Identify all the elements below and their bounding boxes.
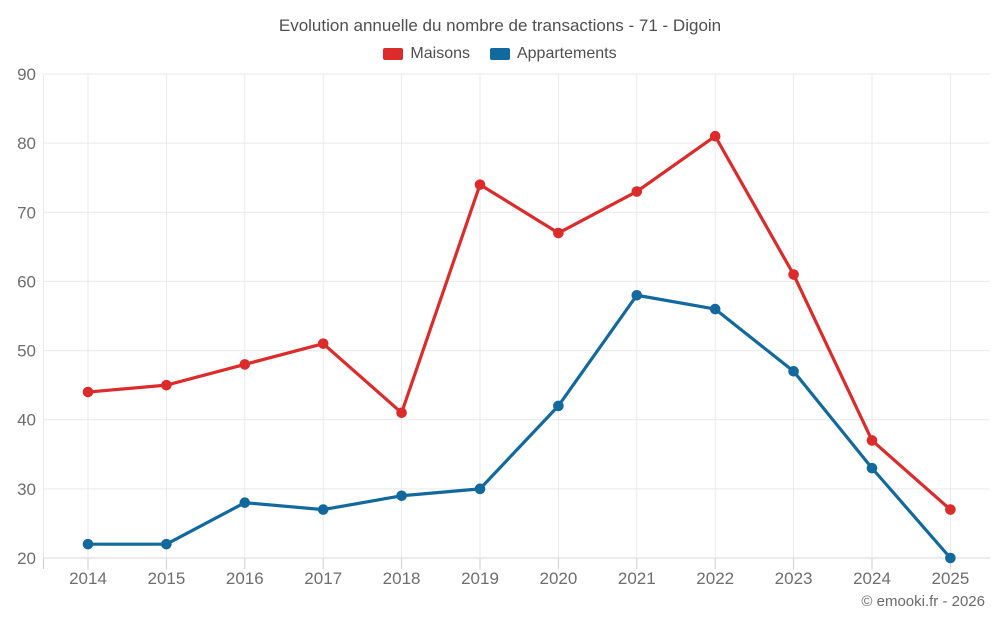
- y-tick-label: 70: [17, 203, 36, 222]
- y-tick-label: 80: [17, 134, 36, 153]
- copyright: © emooki.fr - 2026: [861, 593, 985, 610]
- appartements-point-2021[interactable]: [631, 289, 643, 301]
- y-tick-label: 60: [17, 272, 36, 291]
- x-tick-label: 2023: [775, 569, 813, 588]
- appartements-point-2017[interactable]: [317, 504, 329, 515]
- y-tick-label: 20: [17, 549, 36, 568]
- legend-label-maisons: Maisons: [410, 45, 470, 62]
- maisons-point-2014[interactable]: [82, 386, 94, 398]
- maisons-point-2023[interactable]: [788, 269, 799, 280]
- legend: Maisons Appartements: [0, 45, 1000, 63]
- maisons-point-2016[interactable]: [239, 359, 251, 370]
- x-tick-label: 2019: [461, 569, 499, 588]
- maisons-point-2025[interactable]: [945, 504, 956, 515]
- x-tick-label: 2025: [931, 569, 969, 588]
- appartements-point-2015[interactable]: [161, 538, 172, 550]
- appartements-point-2019[interactable]: [474, 483, 486, 495]
- y-tick-label: 90: [17, 65, 36, 84]
- y-tick-label: 30: [17, 480, 36, 499]
- maisons-point-2020[interactable]: [553, 227, 564, 239]
- maisons-point-2018[interactable]: [396, 407, 407, 419]
- appartements-line: [86, 293, 953, 560]
- appartements-point-2023[interactable]: [788, 366, 799, 377]
- x-tick-label: 2016: [226, 569, 264, 588]
- maisons-point-2015[interactable]: [161, 379, 172, 391]
- appartements-point-2016[interactable]: [239, 497, 251, 508]
- legend-item-maisons[interactable]: Maisons: [383, 45, 470, 63]
- maisons-point-2021[interactable]: [631, 186, 643, 197]
- maisons-point-2024[interactable]: [866, 435, 878, 446]
- x-tick-label: 2018: [383, 569, 421, 588]
- appartements-point-2022[interactable]: [709, 303, 721, 315]
- x-tick-label: 2021: [618, 569, 656, 588]
- maisons-line: [86, 134, 953, 512]
- appartements-point-2024[interactable]: [866, 462, 878, 474]
- x-tick-label: 2014: [69, 569, 107, 588]
- x-tick-label: 2017: [304, 569, 342, 588]
- maisons-point-2022[interactable]: [709, 130, 721, 142]
- x-tick-label: 2024: [853, 569, 891, 588]
- legend-item-appartements[interactable]: Appartements: [489, 45, 617, 63]
- appartements-swatch-icon: [489, 48, 510, 60]
- chart-title: Evolution annuelle du nombre de transact…: [278, 16, 722, 35]
- appartements-point-2018[interactable]: [396, 490, 407, 502]
- legend-label-appartements: Appartements: [516, 45, 617, 62]
- appartements-point-2020[interactable]: [553, 400, 564, 412]
- x-tick-label: 2015: [147, 569, 185, 588]
- maisons-point-2019[interactable]: [474, 179, 486, 190]
- maisons-swatch-icon: [383, 48, 404, 60]
- y-tick-label: 40: [17, 411, 36, 430]
- maisons-point-2017[interactable]: [317, 338, 329, 349]
- appartements-point-2014[interactable]: [82, 538, 94, 550]
- y-tick-label: 50: [17, 342, 36, 361]
- appartements-point-2025[interactable]: [945, 552, 956, 564]
- x-tick-label: 2020: [539, 569, 577, 588]
- x-tick-label: 2022: [696, 569, 734, 588]
